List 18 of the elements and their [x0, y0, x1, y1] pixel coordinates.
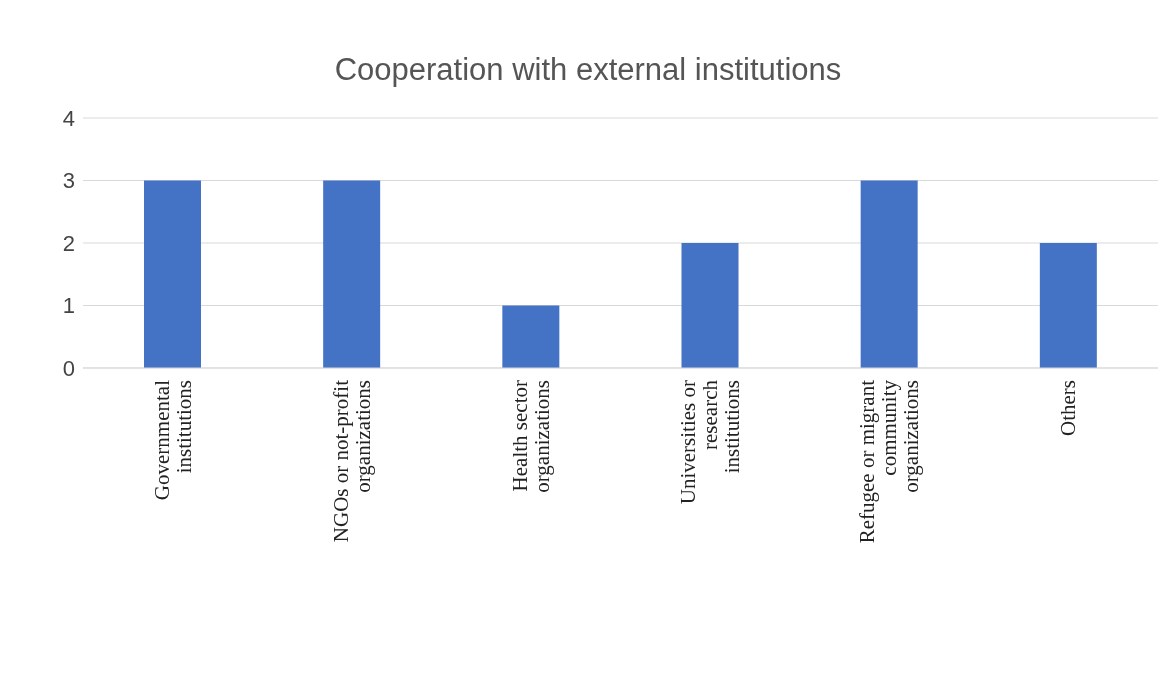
y-tick-label: 2: [62, 230, 75, 256]
x-tick-label: Governmental institutions: [149, 379, 196, 501]
x-tick-label: Health sector organizations: [507, 380, 554, 493]
chart-title: Cooperation with external institutions: [333, 52, 843, 88]
x-tick-label: Others: [1056, 380, 1081, 436]
bar: [681, 243, 739, 368]
y-tick-label: 1: [62, 293, 75, 319]
x-tick-label: Universities or research institutions: [676, 379, 745, 505]
bar: [502, 305, 560, 368]
bar: [323, 180, 381, 368]
bar: [144, 180, 201, 368]
bar: [1039, 243, 1097, 368]
x-tick-label: NGOs or not-profit organizations: [328, 379, 375, 543]
y-tick-label: 0: [62, 355, 75, 381]
y-tick-label: 4: [62, 105, 75, 131]
bar: [860, 180, 918, 368]
y-tick-label: 3: [62, 168, 75, 194]
x-tick-label: Refugee or migrant community organizations: [855, 379, 924, 544]
